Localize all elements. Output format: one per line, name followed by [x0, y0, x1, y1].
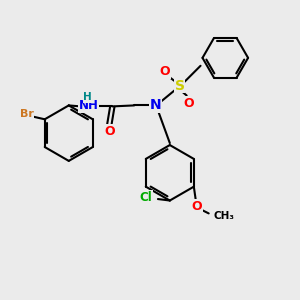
Text: O: O [160, 65, 170, 78]
Text: O: O [191, 200, 202, 213]
Text: NH: NH [79, 99, 98, 112]
Text: S: S [175, 79, 185, 93]
Text: Cl: Cl [140, 191, 152, 204]
Text: Br: Br [20, 109, 34, 119]
Text: O: O [183, 97, 194, 110]
Text: O: O [104, 125, 115, 138]
Text: CH₃: CH₃ [214, 212, 235, 221]
Text: H: H [83, 92, 92, 103]
Text: N: N [150, 98, 162, 112]
